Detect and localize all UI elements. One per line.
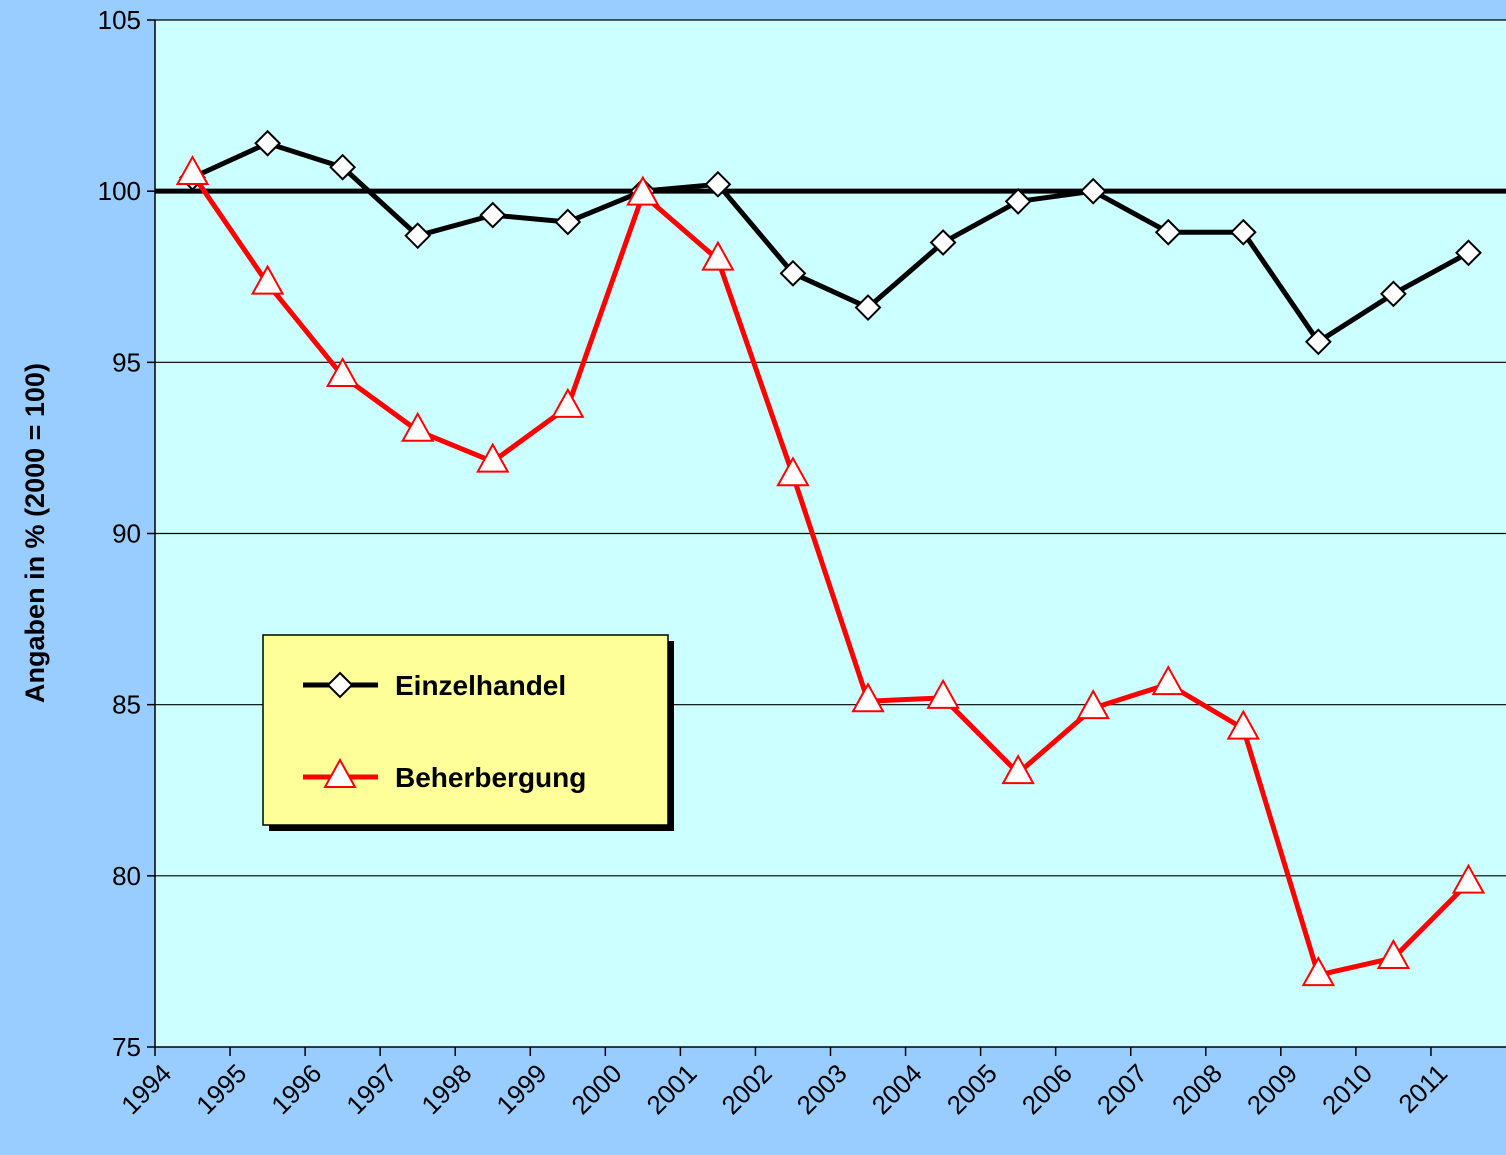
marker [779, 259, 807, 287]
marker [1004, 188, 1032, 215]
marker [1226, 709, 1261, 740]
marker [854, 294, 882, 321]
marker [926, 678, 960, 709]
y-axis-label: Angaben in % (2000 = 100) [20, 363, 50, 703]
marker [1301, 956, 1336, 987]
marker [175, 154, 210, 186]
marker [1076, 689, 1110, 720]
marker [929, 229, 957, 256]
marker [1455, 239, 1482, 267]
y-tick-label: 75 [112, 1032, 141, 1062]
marker [479, 201, 507, 229]
marker [554, 208, 582, 236]
marker [701, 240, 735, 271]
marker [1451, 863, 1486, 894]
marker [1376, 938, 1411, 969]
y-tick-label: 95 [112, 347, 141, 377]
marker [1154, 218, 1182, 246]
marker [326, 671, 354, 699]
y-tick-label: 105 [98, 5, 141, 35]
marker [1304, 328, 1332, 356]
series-line [191, 140, 1470, 345]
marker [329, 153, 357, 181]
marker [851, 682, 885, 713]
y-tick-label: 80 [112, 861, 141, 891]
marker [551, 387, 585, 418]
marker [476, 442, 510, 473]
marker [776, 456, 810, 487]
marker [323, 757, 357, 788]
marker [254, 129, 281, 157]
marker [325, 356, 360, 388]
marker [250, 264, 285, 295]
legend-label: Einzelhandel [395, 670, 566, 701]
marker [1079, 177, 1107, 205]
marker [704, 170, 732, 198]
marker [1229, 218, 1257, 246]
y-tick-label: 85 [112, 690, 141, 720]
legend [262, 634, 669, 826]
marker [626, 175, 660, 206]
series-line [190, 172, 1471, 978]
marker [404, 222, 432, 250]
marker [1001, 754, 1035, 785]
legend-label: Beherbergung [395, 762, 586, 793]
marker [1380, 280, 1407, 308]
y-tick-label: 90 [112, 519, 141, 549]
y-tick-label: 100 [98, 176, 141, 206]
marker [400, 411, 435, 442]
marker [1151, 665, 1185, 696]
